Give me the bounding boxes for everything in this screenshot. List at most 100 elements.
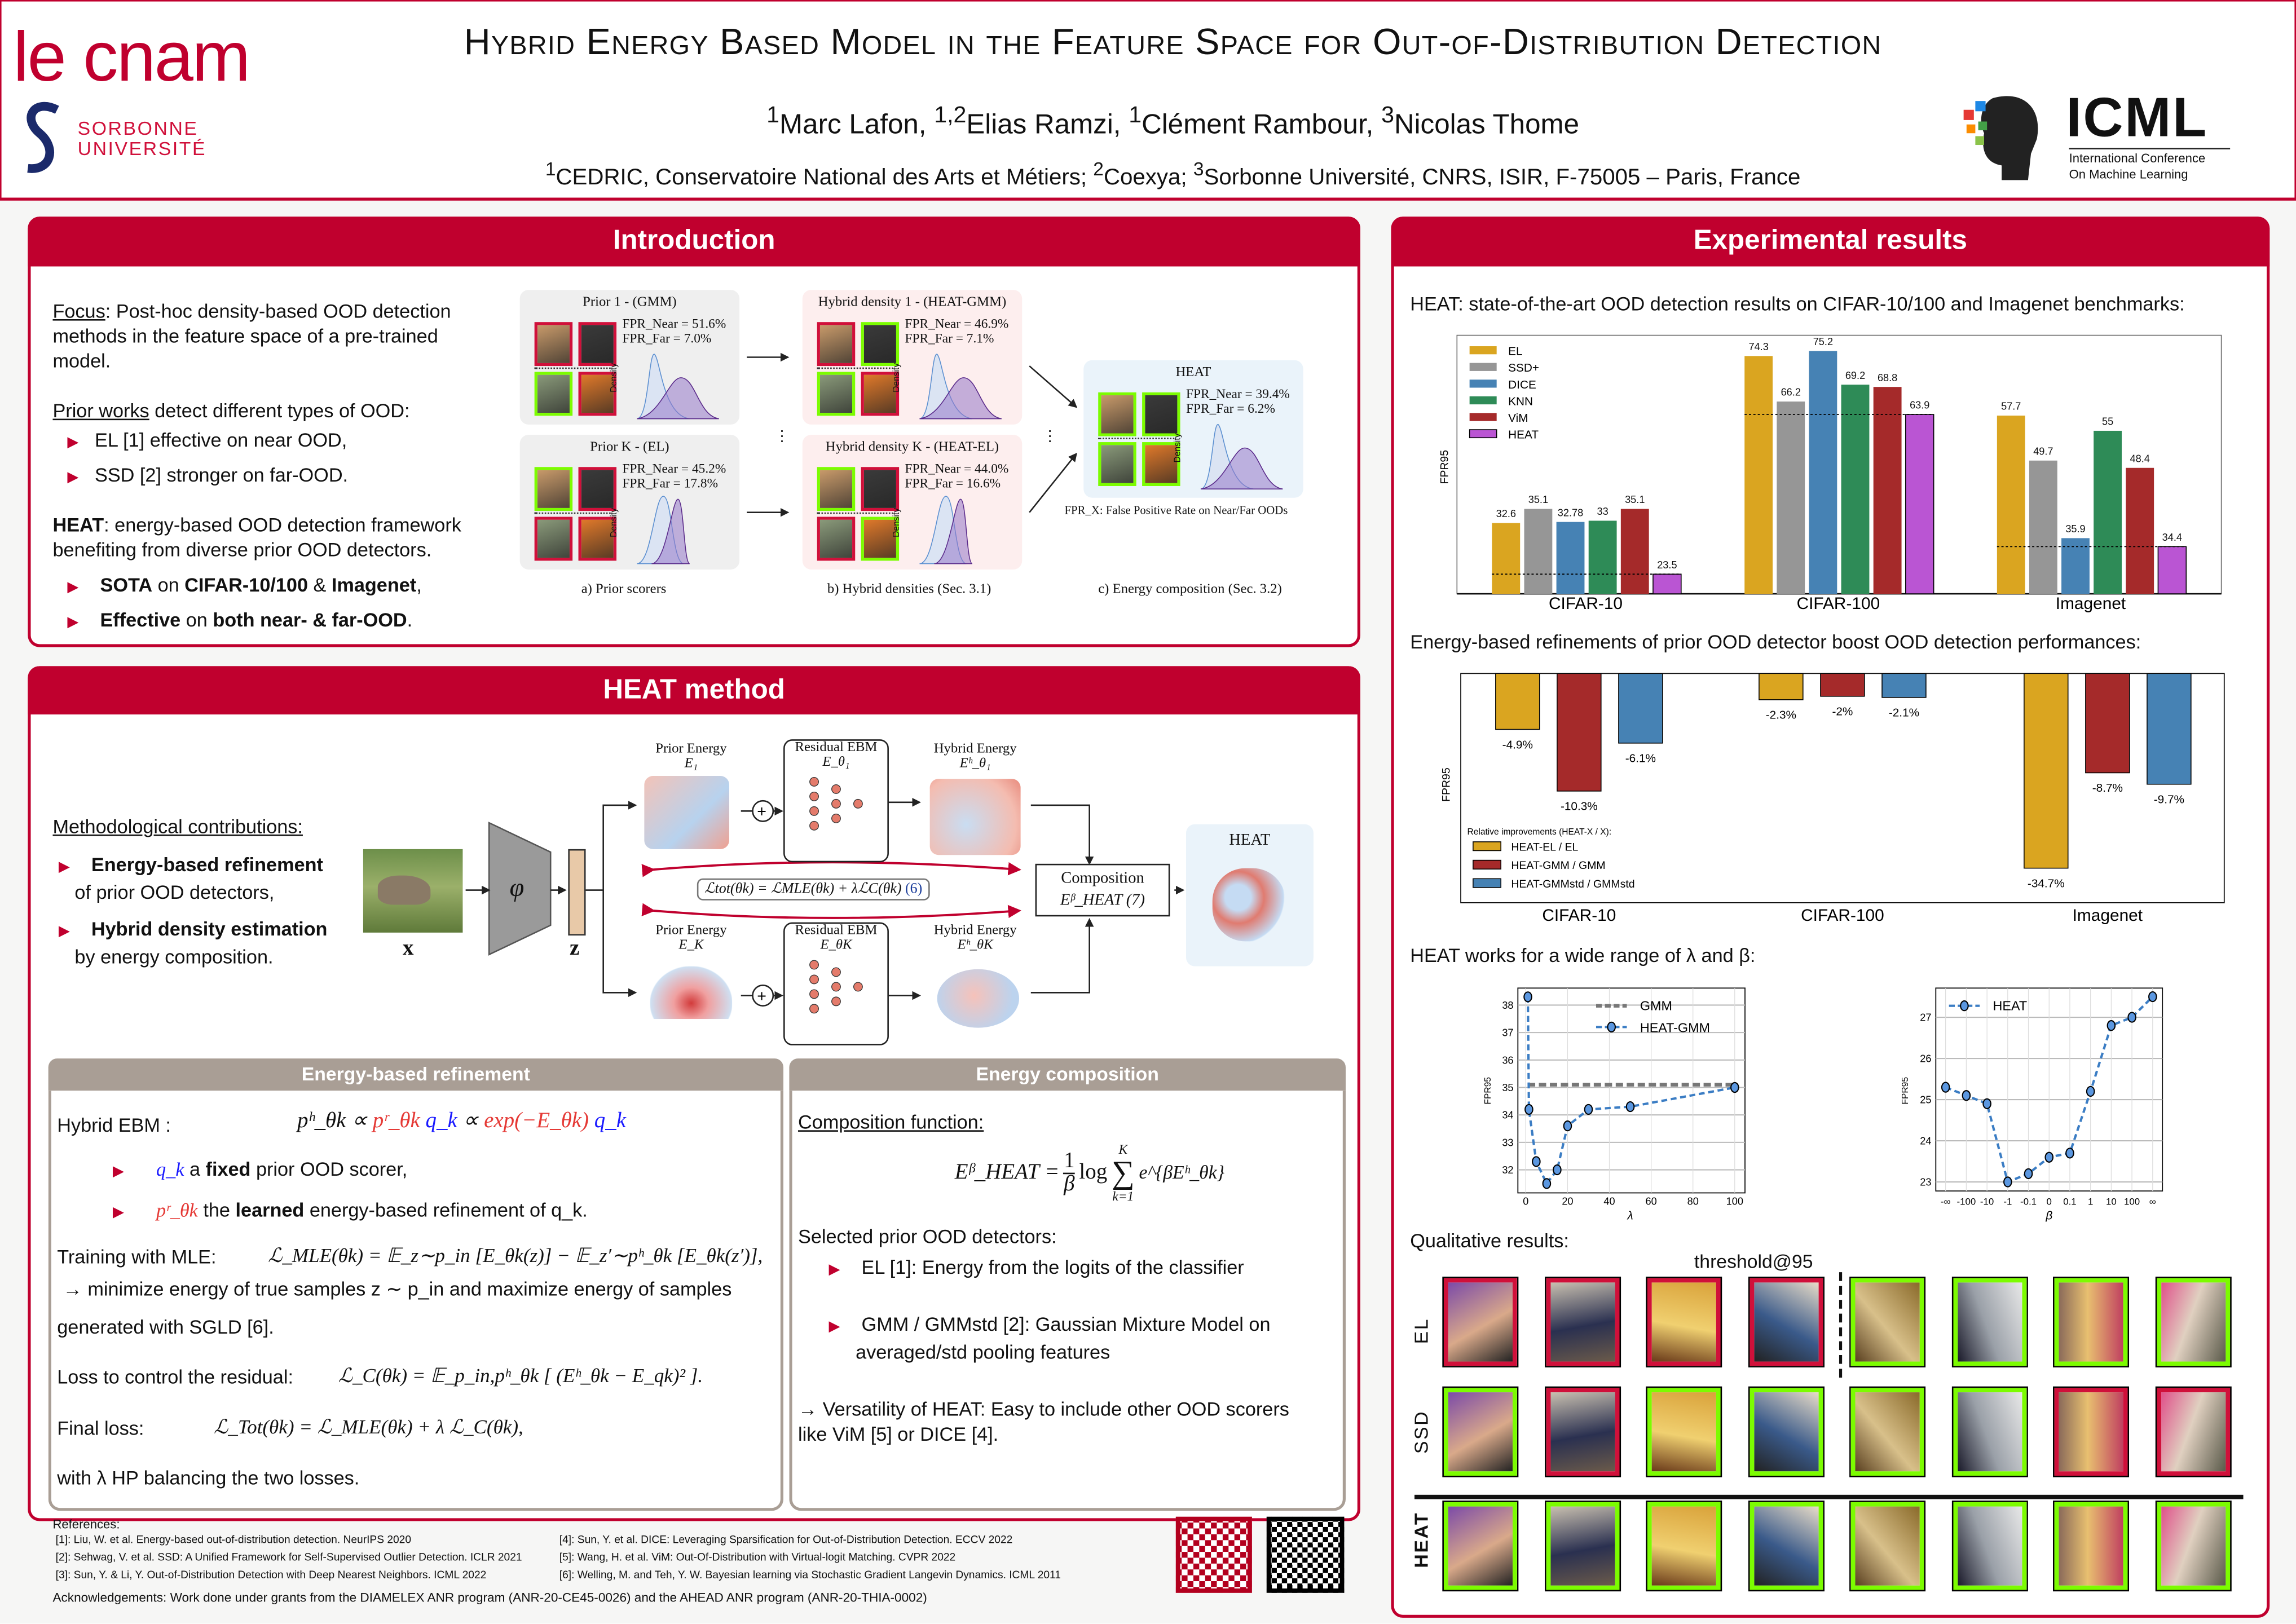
heat-gmm-point bbox=[1523, 991, 1532, 1003]
focus-text: Focus: Post-hoc density-based OOD detect… bbox=[52, 300, 451, 372]
neural-network-icon bbox=[809, 776, 863, 831]
bar-el-cifar-100 bbox=[1744, 356, 1773, 594]
bar-value-label: -10.3% bbox=[1561, 800, 1598, 813]
residual-ebm-k: Residual EBM E_θK bbox=[783, 922, 889, 1045]
prior-bullet-2: ▶ SSD [2] stronger on far-OOD. bbox=[67, 464, 349, 486]
fpr-definition: FPR_X: False Positive Rate on Near/Far O… bbox=[1064, 504, 1288, 517]
y-axis-label: FPR95 bbox=[1440, 767, 1452, 802]
bar-value-label: 35.9 bbox=[2065, 523, 2085, 535]
x-tick-label: -1 bbox=[2003, 1197, 2012, 1207]
contributions-title: Methodological contributions: bbox=[52, 815, 303, 838]
sorbonne-logo-text: SORBONNE UNIVERSITÉ bbox=[77, 117, 207, 160]
qualitative-image-wrong bbox=[1647, 1278, 1721, 1366]
bar-heat-gmm-gmm-cifar-10 bbox=[1557, 673, 1602, 792]
x-tick-label: CIFAR-100 bbox=[1801, 906, 1884, 925]
bar-value-label: 33 bbox=[1597, 506, 1608, 517]
figure-thumbnail bbox=[1142, 442, 1180, 486]
x-axis-label: λ bbox=[1627, 1210, 1633, 1223]
y-tick-label: 25 bbox=[1920, 1095, 1931, 1106]
reference-2: [2]: Sehwag, V. et al. SSD: A Unified Fr… bbox=[55, 1550, 522, 1564]
density-curves bbox=[919, 354, 1002, 420]
legend-swatch-ssd+ bbox=[1469, 363, 1497, 371]
icml-logo-subtitle: International Conference On Machine Learn… bbox=[2069, 148, 2231, 183]
legend-swatch bbox=[1473, 878, 1501, 888]
legend-label: DICE bbox=[1508, 378, 1536, 391]
svg-text:+: + bbox=[757, 987, 766, 1005]
bar-value-label: 69.2 bbox=[1845, 370, 1865, 381]
figure-thumbnail bbox=[534, 467, 573, 511]
bar-ssdplus-cifar-100 bbox=[1777, 401, 1805, 594]
figure-thumbnail bbox=[1142, 392, 1180, 436]
training-explanation-2: generated with SGLD [6]. bbox=[57, 1316, 274, 1339]
x-tick-label: 80 bbox=[1687, 1196, 1699, 1207]
y-tick-label: 26 bbox=[1920, 1053, 1931, 1065]
figure-thumbnail bbox=[817, 467, 856, 511]
bar-value-label: 55 bbox=[2102, 416, 2113, 427]
qualitative-image-correct bbox=[1749, 1388, 1823, 1476]
qualitative-image-wrong bbox=[2054, 1388, 2128, 1476]
qualitative-image-wrong bbox=[1749, 1278, 1823, 1366]
reference-3: [3]: Sun, Y. & Li, Y. Out-of-Distributio… bbox=[55, 1568, 487, 1582]
results-text-refinement: Energy-based refinements of prior OOD de… bbox=[1410, 631, 2141, 653]
fpr-near: FPR_Near = 51.6% bbox=[622, 316, 726, 331]
method-arrows: + + bbox=[465, 797, 1185, 1007]
bar-value-label: 35.1 bbox=[1625, 494, 1645, 505]
legend-label: KNN bbox=[1508, 395, 1533, 408]
qualitative-image-wrong bbox=[1545, 1278, 1619, 1366]
heat-beta-point bbox=[1982, 1098, 1991, 1109]
x-tick-label: 100 bbox=[2124, 1197, 2140, 1207]
heat-energy-surface bbox=[1212, 868, 1286, 942]
legend-swatch bbox=[1473, 859, 1501, 870]
legend-marker bbox=[1607, 1021, 1616, 1032]
bar-value-label: 48.4 bbox=[2130, 453, 2150, 464]
figure-thumbnail bbox=[817, 517, 856, 561]
bar-value-label: -2.3% bbox=[1766, 709, 1796, 722]
row-label-ssd: SSD bbox=[1410, 1410, 1433, 1454]
density-curves bbox=[637, 496, 690, 564]
heat-beta-point bbox=[2127, 1012, 2136, 1023]
x-tick-label: 0.1 bbox=[2063, 1197, 2076, 1207]
qualitative-image-correct bbox=[1953, 1278, 2026, 1366]
row-label-heat: HEAT bbox=[1410, 1511, 1433, 1568]
arrow bbox=[1029, 452, 1077, 513]
reference-1: [1]: Liu, W. et al. Energy-based out-of-… bbox=[55, 1533, 412, 1546]
hybrid-ebm-formula: pʰ_θk ∝ pʳ_θk q_k ∝ exp(−E_θk) q_k bbox=[297, 1109, 627, 1133]
bar-vim-cifar-10 bbox=[1620, 509, 1649, 594]
legend-swatch-knn bbox=[1469, 396, 1497, 405]
dotted-divider bbox=[534, 512, 611, 514]
composition-function-label: Composition function: bbox=[797, 1111, 984, 1133]
bar-value-label: -6.1% bbox=[1625, 752, 1656, 765]
threshold-divider bbox=[1839, 1272, 1843, 1378]
contribution-1: ▶ Energy-based refinement of prior OOD d… bbox=[58, 853, 323, 903]
ood-curve bbox=[1200, 447, 1283, 489]
qualitative-image-correct bbox=[2156, 1502, 2229, 1590]
figure-box-title: Prior 1 - (GMM) bbox=[583, 295, 677, 311]
legend-label: SSD+ bbox=[1508, 361, 1539, 374]
x-tick-label: CIFAR-100 bbox=[1797, 594, 1880, 613]
heat-gmm-point bbox=[1524, 1104, 1533, 1115]
bar-el-cifar-10 bbox=[1492, 523, 1521, 594]
threshold-label: threshold@95 bbox=[1694, 1250, 1813, 1273]
legend-label: HEAT bbox=[1993, 998, 2028, 1013]
bar-knn-cifar-100 bbox=[1841, 385, 1870, 594]
qualitative-image-correct bbox=[2054, 1502, 2128, 1590]
training-explanation: → minimize energy of true samples z ∼ p_… bbox=[63, 1278, 732, 1300]
heat-beta-point bbox=[2044, 1151, 2054, 1163]
legend-marker bbox=[1960, 1000, 1969, 1012]
qr-code-paper[interactable] bbox=[1175, 1516, 1252, 1593]
bar-dice-cifar-100 bbox=[1809, 351, 1837, 594]
qr-code-github[interactable] bbox=[1266, 1516, 1345, 1593]
fpr-near: FPR_Near = 39.4% bbox=[1186, 386, 1290, 401]
y-tick-label: 32 bbox=[1502, 1164, 1513, 1176]
figure-box-title: Prior K - (EL) bbox=[590, 440, 669, 456]
heat-method-title: HEAT method bbox=[28, 666, 1360, 714]
x-tick-label: -∞ bbox=[1941, 1197, 1951, 1207]
poster-title: Hybrid Energy Based Model in the Feature… bbox=[464, 21, 1882, 63]
mle-loss-formula: ℒ_MLE(θk) = 𝔼_z∼p_in [E_θk(z)] − 𝔼_z′∼pʰ… bbox=[268, 1244, 763, 1266]
qualitative-image-correct bbox=[1850, 1502, 1924, 1590]
experimental-results-title: Experimental results bbox=[1391, 217, 2270, 267]
y-tick-label: 37 bbox=[1502, 1027, 1513, 1039]
density-curves bbox=[1200, 424, 1283, 489]
fpr-near: FPR_Near = 45.2% bbox=[622, 461, 726, 476]
legend-label: HEAT-GMM / GMM bbox=[1511, 859, 1605, 872]
